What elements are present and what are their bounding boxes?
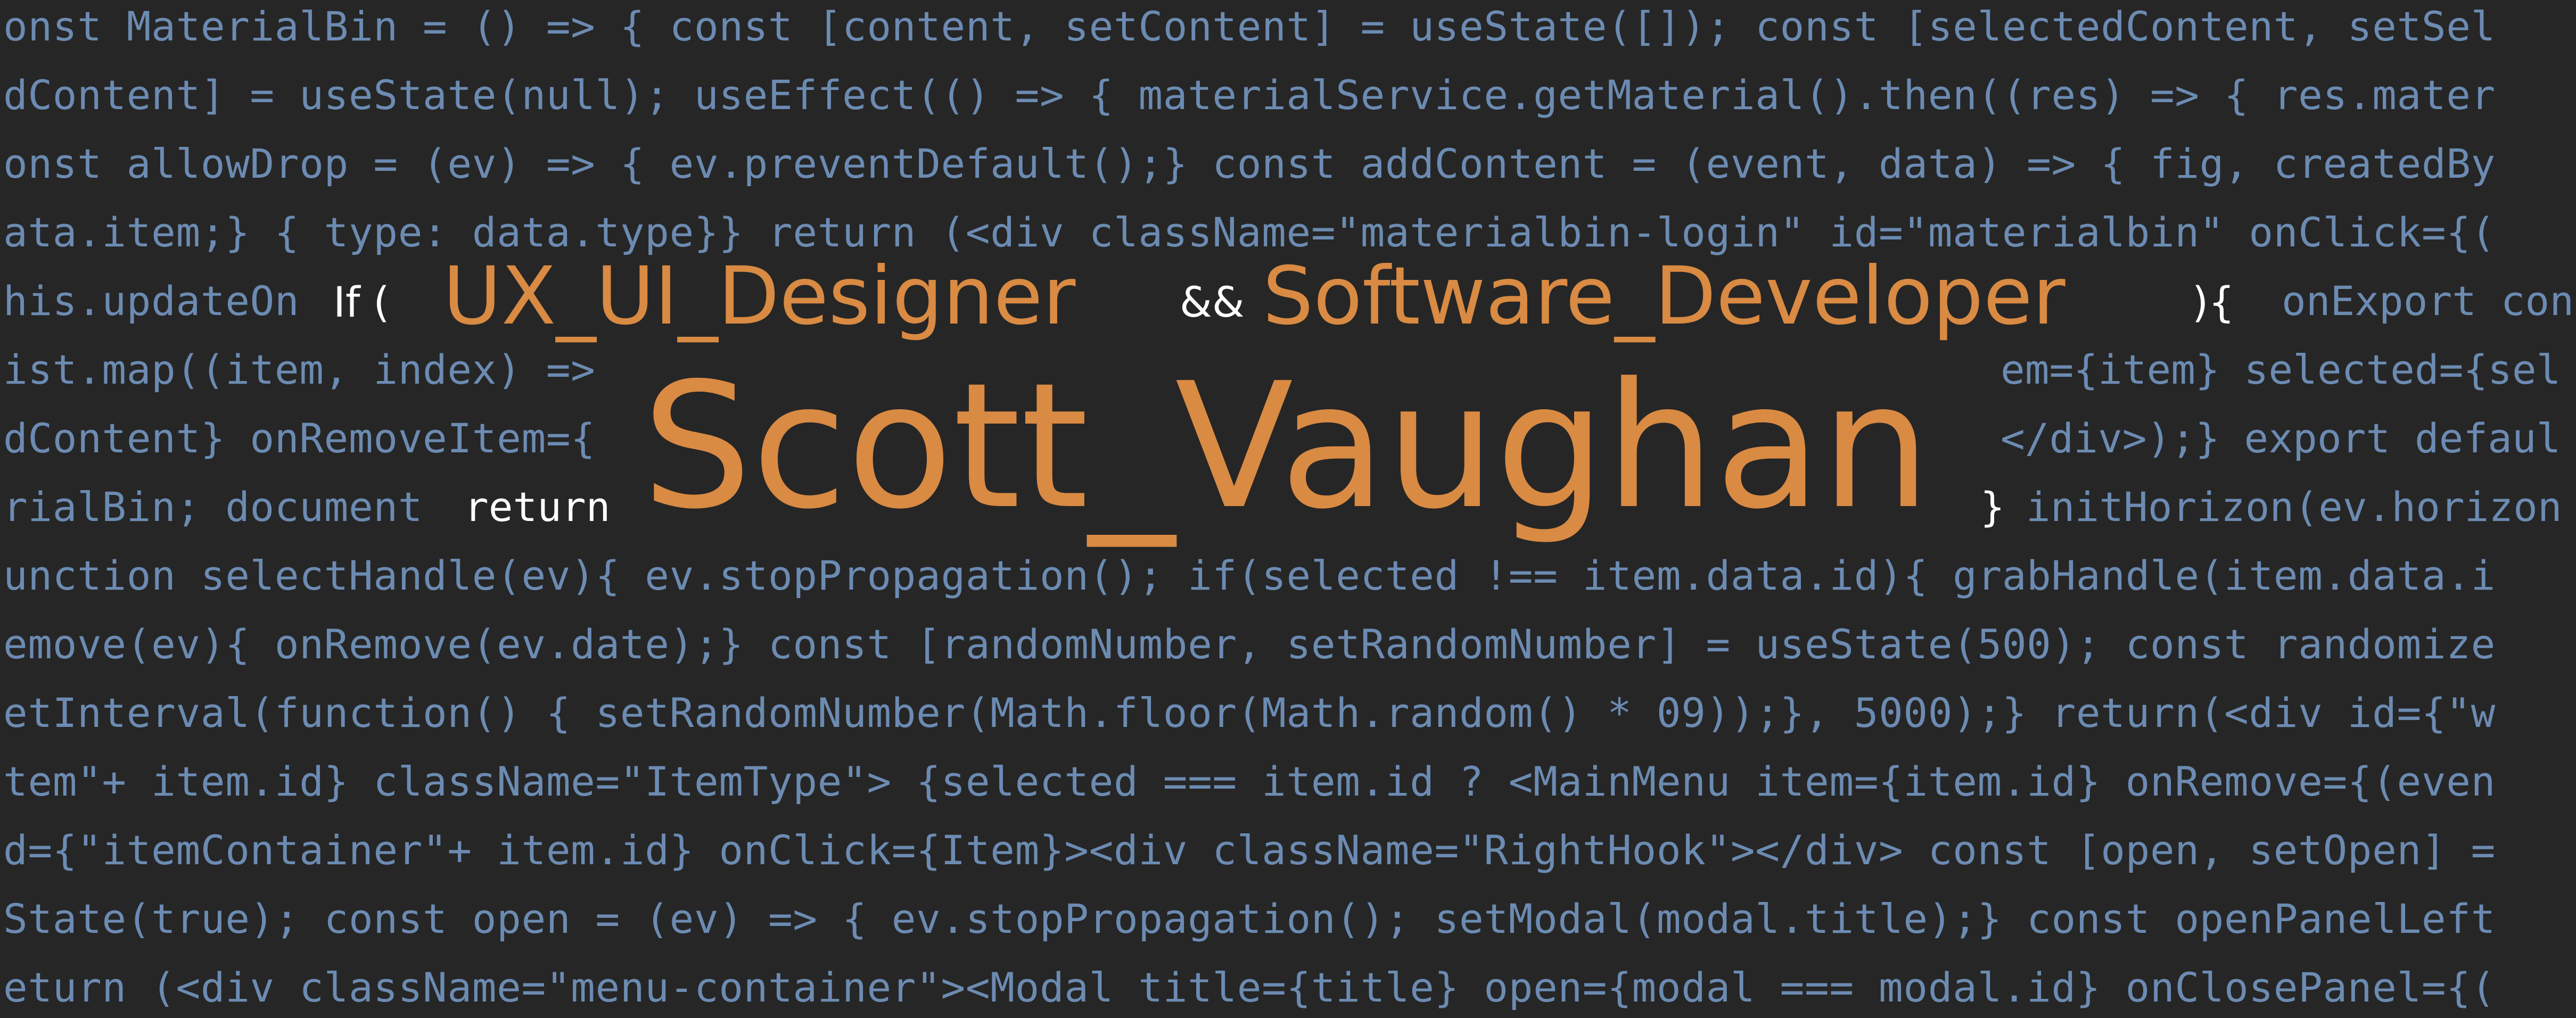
name-title: Scott_Vaughan (642, 345, 1931, 547)
role-software-developer: Software_Developer (1263, 250, 2065, 343)
if-keyword: If ( (333, 279, 390, 327)
code-line: ata.item;} { type: data.type}} return (<… (3, 209, 2496, 256)
code-line: onst allowDrop = (ev) => { ev.preventDef… (3, 140, 2496, 187)
code-line-fragment-right: </div>);} export defaul (2001, 415, 2561, 462)
code-line-fragment-right: initHorizon(ev.horizon (2026, 483, 2562, 531)
code-line: d={"itemContainer"+ item.id} onClick={It… (3, 826, 2496, 874)
code-line-fragment: rialBin; document (3, 483, 423, 531)
code-line: eturn (<div className="menu-container"><… (3, 964, 2496, 1011)
code-line: State(true); const open = (ev) => { ev.s… (3, 895, 2496, 942)
role-ux-ui-designer: UX_UI_Designer (443, 250, 1076, 343)
code-line-fragment-right: em={item} selected={sel (2001, 346, 2561, 393)
code-line: unction selectHandle(ev){ ev.stopPropaga… (3, 552, 2496, 599)
and-operator: && (1180, 279, 1245, 327)
code-line: emove(ev){ onRemove(ev.date);} const [ra… (3, 620, 2496, 668)
code-line-fragment-right: onExport con (2282, 277, 2574, 325)
code-line-fragment: his.updateOn (3, 277, 300, 325)
code-line: tem"+ item.id} className="ItemType"> {se… (3, 758, 2496, 805)
code-line-fragment: ist.map((item, index) => (3, 346, 596, 393)
return-keyword: return (464, 483, 611, 531)
code-line: etInterval(function() { setRandomNumber(… (3, 689, 2496, 736)
close-paren-brace: ){ (2192, 279, 2235, 327)
close-brace: } (1980, 483, 2005, 531)
code-line-fragment: dContent} onRemoveItem={ (3, 415, 596, 462)
code-line: onst MaterialBin = () => { const [conten… (3, 3, 2496, 50)
code-line: dContent] = useState(null); useEffect(()… (3, 71, 2496, 119)
